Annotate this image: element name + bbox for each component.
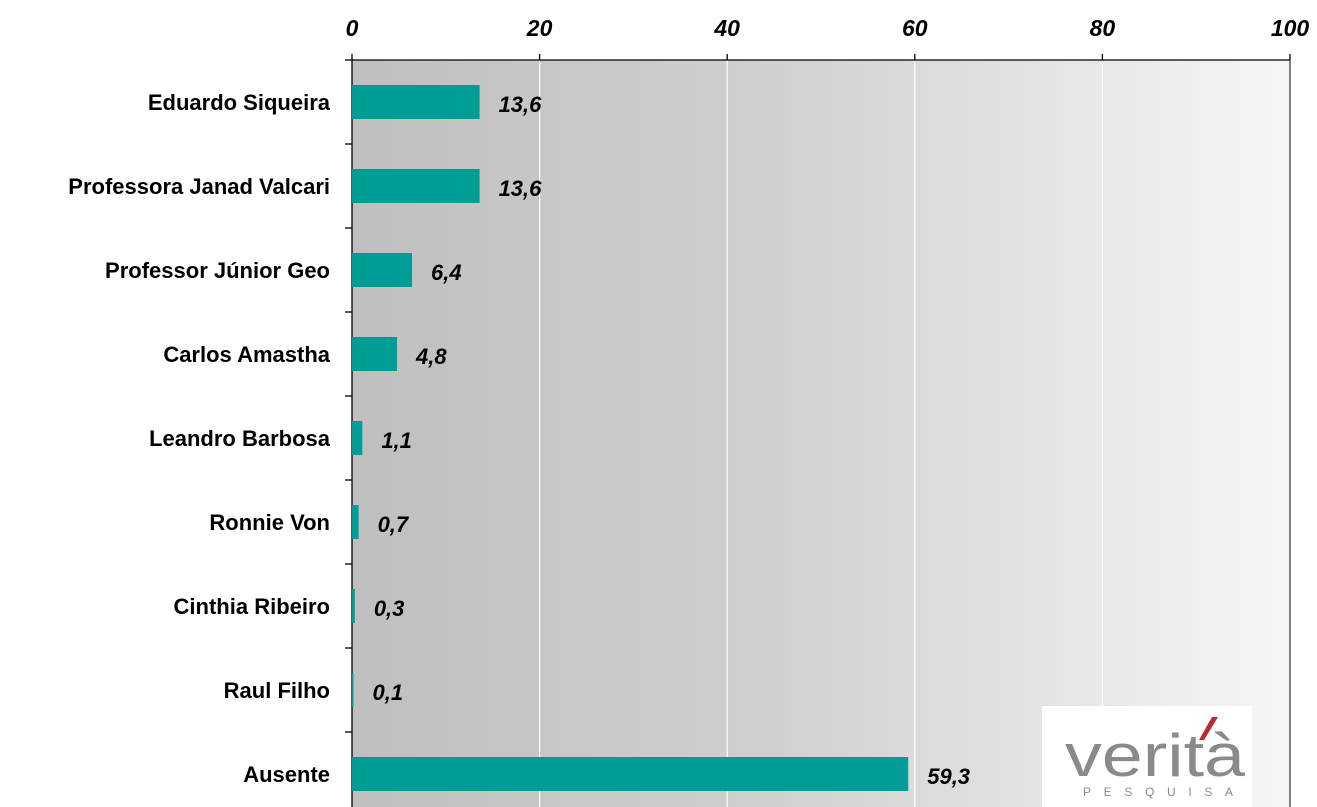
bar bbox=[352, 589, 355, 623]
bar bbox=[352, 505, 359, 539]
data-label: 1,1 bbox=[381, 428, 412, 453]
logo-wordmark: verità bbox=[1065, 722, 1246, 789]
x-axis-tick-labels: 0 20 40 60 80 100 bbox=[346, 15, 1310, 60]
category-label: Professora Janad Valcari bbox=[68, 174, 330, 199]
x-tick-label: 60 bbox=[902, 15, 928, 41]
plot-area bbox=[352, 60, 1290, 807]
data-label: 0,1 bbox=[373, 680, 404, 705]
data-label: 13,6 bbox=[499, 92, 543, 117]
category-label: Professor Júnior Geo bbox=[105, 258, 330, 283]
bar bbox=[352, 253, 413, 287]
x-tick-label: 40 bbox=[713, 15, 740, 41]
bars bbox=[352, 85, 909, 791]
bar bbox=[352, 85, 480, 119]
bar bbox=[352, 169, 480, 203]
data-label: 4,8 bbox=[415, 344, 447, 369]
category-label: Ausente bbox=[243, 762, 330, 787]
data-label: 0,7 bbox=[378, 512, 410, 537]
x-tick-label: 20 bbox=[526, 15, 553, 41]
x-tick-label: 100 bbox=[1271, 15, 1310, 41]
verita-pesquisa-logo: verità PESQUISA bbox=[1042, 706, 1252, 807]
data-label: 13,6 bbox=[499, 176, 543, 201]
category-label: Leandro Barbosa bbox=[149, 426, 331, 451]
bar bbox=[352, 757, 909, 791]
bar bbox=[352, 421, 363, 455]
y-axis-ticks bbox=[345, 59, 352, 733]
data-label: 59,3 bbox=[927, 764, 970, 789]
data-label: 0,3 bbox=[374, 596, 405, 621]
value-labels: 13,6 13,6 6,4 4,8 1,1 0,7 0,3 0,1 59,3 bbox=[373, 92, 971, 789]
category-label: Carlos Amastha bbox=[163, 342, 330, 367]
x-tick-label: 80 bbox=[1090, 15, 1116, 41]
logo-background bbox=[1042, 706, 1252, 807]
data-label: 6,4 bbox=[431, 260, 462, 285]
logo-accent-mark bbox=[1199, 717, 1218, 740]
category-label: Cinthia Ribeiro bbox=[174, 594, 330, 619]
category-label: Eduardo Siqueira bbox=[148, 90, 331, 115]
category-label: Ronnie Von bbox=[209, 510, 330, 535]
category-label: Raul Filho bbox=[224, 678, 330, 703]
x-tick-label: 0 bbox=[346, 15, 359, 41]
bar bbox=[352, 673, 354, 707]
bar bbox=[352, 337, 398, 371]
category-labels: Eduardo Siqueira Professora Janad Valcari… bbox=[68, 90, 330, 787]
